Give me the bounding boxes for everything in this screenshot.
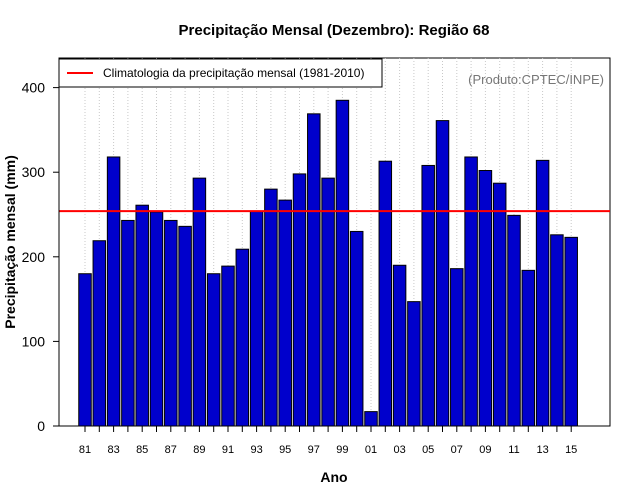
bar-2011 xyxy=(507,214,521,427)
bar-2008 xyxy=(464,156,478,427)
x-tick-label: 95 xyxy=(279,444,291,456)
bar-1985 xyxy=(135,204,149,427)
bar-1987 xyxy=(164,219,178,427)
bar-1999 xyxy=(335,99,350,427)
bar-1991 xyxy=(221,265,235,427)
bar-1998 xyxy=(321,177,335,427)
bar-1997 xyxy=(307,113,321,427)
bar-2007 xyxy=(450,268,464,427)
bar-2009 xyxy=(478,170,493,427)
x-tick-label: 03 xyxy=(393,444,405,456)
x-tick-label: 07 xyxy=(451,444,463,456)
bar-1983 xyxy=(106,156,121,427)
bar-1989 xyxy=(192,177,207,427)
bar-2013 xyxy=(535,159,550,427)
x-tick-label: 87 xyxy=(165,444,177,456)
bar-2005 xyxy=(421,164,435,427)
bars xyxy=(78,99,578,427)
y-axis-label: Precipitação mensal (mm) xyxy=(2,155,18,329)
x-tick-label: 09 xyxy=(479,444,491,456)
legend: Climatologia da precipitação mensal (198… xyxy=(58,58,383,88)
y-tick-label: 200 xyxy=(22,249,46,265)
bar-2003 xyxy=(392,264,407,427)
y-tick-label: 0 xyxy=(37,418,45,434)
credit-text: (Produto:CPTEC/INPE) xyxy=(468,72,604,87)
x-tick-label: 81 xyxy=(79,444,91,456)
x-tick-label: 93 xyxy=(250,444,262,456)
x-tick-label: 01 xyxy=(365,444,377,456)
bar-1990 xyxy=(206,273,221,427)
legend-box xyxy=(58,58,383,88)
bar-1986 xyxy=(149,211,164,427)
bar-1995 xyxy=(278,199,292,427)
y-axis: 0 100 200 300 400 xyxy=(22,80,60,434)
bar-1994 xyxy=(264,188,278,427)
bar-1984 xyxy=(121,219,135,427)
bar-2006 xyxy=(435,120,450,427)
x-tick-label: 05 xyxy=(422,444,434,456)
bar-1992 xyxy=(235,248,250,427)
bar-2012 xyxy=(521,269,536,427)
bar-2014 xyxy=(550,234,564,427)
x-tick-label: 99 xyxy=(336,444,348,456)
x-tick-label: 15 xyxy=(565,444,577,456)
bar-2015 xyxy=(564,236,578,427)
x-tick-label: 85 xyxy=(136,444,148,456)
x-axis-label: Ano xyxy=(320,469,347,485)
bar-1981 xyxy=(78,273,92,427)
x-tick-label: 83 xyxy=(107,444,119,456)
y-tick-label: 100 xyxy=(22,333,46,349)
y-tick-label: 400 xyxy=(22,80,46,96)
bar-2001 xyxy=(364,411,378,427)
y-tick-label: 300 xyxy=(22,164,46,180)
x-tick-label: 89 xyxy=(193,444,205,456)
legend-label: Climatologia da precipitação mensal (198… xyxy=(103,66,364,80)
bar-2010 xyxy=(492,182,507,427)
bar-1993 xyxy=(249,210,264,427)
bar-1982 xyxy=(92,240,107,427)
x-tick-label: 97 xyxy=(308,444,320,456)
chart-title: Precipitação Mensal (Dezembro): Região 6… xyxy=(179,22,490,39)
bar-2002 xyxy=(378,160,393,427)
bar-1988 xyxy=(178,225,192,427)
x-axis: 81 83 85 87 89 91 93 95 97 99 01 03 05 07 09 11 13 15 xyxy=(79,425,577,456)
x-tick-label: 11 xyxy=(508,444,519,456)
bar-2004 xyxy=(407,301,421,427)
x-tick-label: 13 xyxy=(536,444,548,456)
bar-2000 xyxy=(349,230,364,427)
x-tick-label: 91 xyxy=(222,444,234,456)
